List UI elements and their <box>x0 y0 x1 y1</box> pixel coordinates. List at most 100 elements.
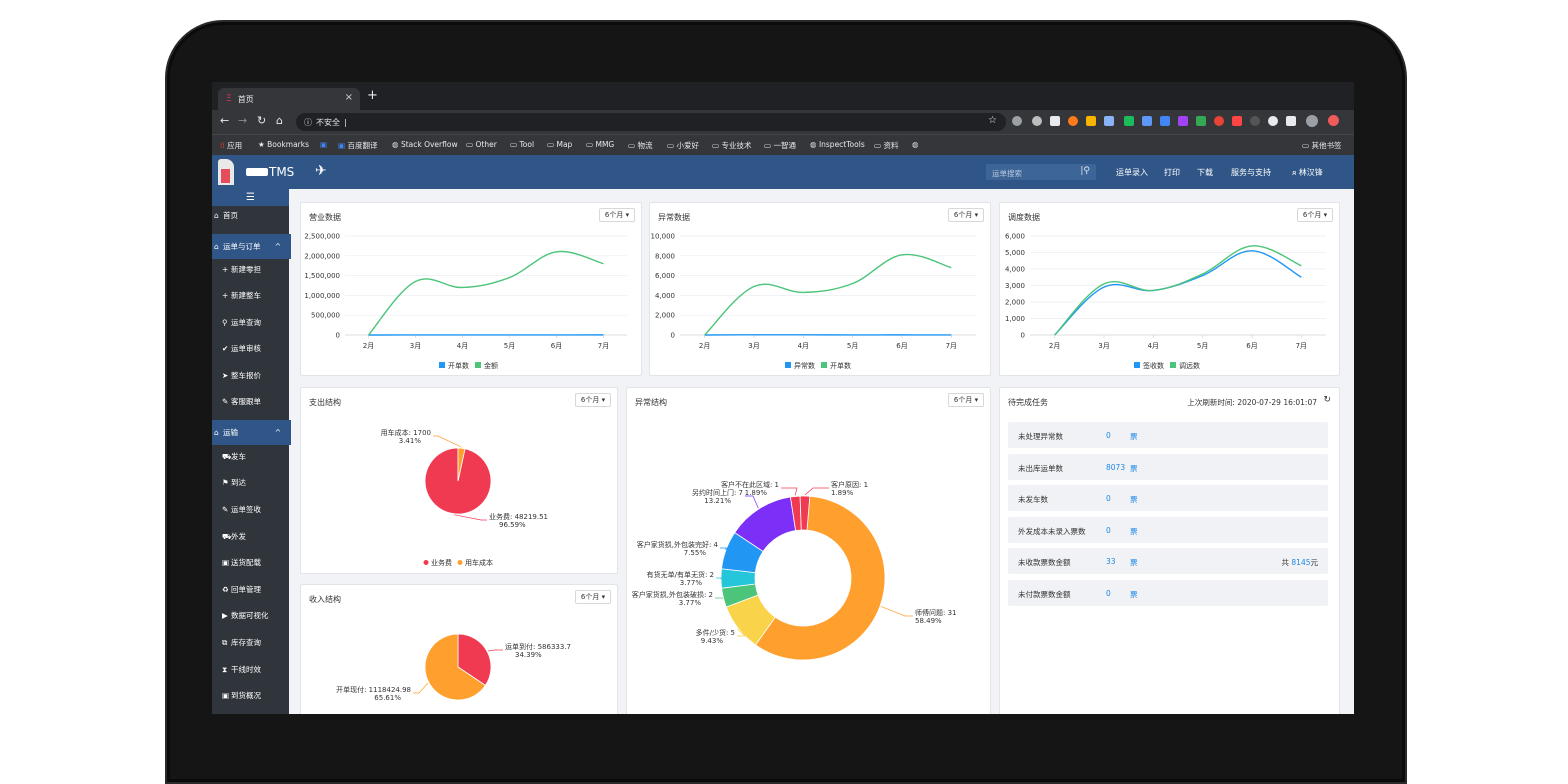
home-icon[interactable]: ⌂ <box>276 114 283 127</box>
extension-icon[interactable] <box>1232 116 1242 126</box>
extension-icon[interactable] <box>1032 116 1042 126</box>
extension-icon[interactable] <box>1050 116 1060 126</box>
bookmark-apps[interactable]: ⁞⁞ 应用 <box>220 140 242 151</box>
bookmark-folder[interactable]: ▭ 小爱好 <box>667 140 699 151</box>
bookmark-folder-other[interactable]: ▭ 其他书签 <box>1302 140 1341 151</box>
send-icon[interactable]: ✈ <box>315 163 327 179</box>
tab-close-icon[interactable]: × <box>345 92 353 103</box>
search-icon[interactable]: |⚲ <box>1080 166 1090 176</box>
user-menu[interactable]: ᴙ 林汉锋 <box>1292 167 1323 178</box>
extension-icon[interactable] <box>1250 116 1260 126</box>
bookmark-folder[interactable]: ▭ Other <box>466 140 497 149</box>
task-value[interactable]: 0 <box>1106 526 1111 535</box>
bookmark-item[interactable]: ◍ InspectTools <box>810 140 865 149</box>
key-icon[interactable] <box>1286 116 1296 126</box>
bookmark-item[interactable]: ▣ 百度翻译 <box>338 140 377 151</box>
extensions-puzzle-icon[interactable] <box>1268 116 1278 126</box>
series-line <box>1055 246 1302 335</box>
sidebar-item[interactable]: ✎客服跟单 <box>212 393 299 411</box>
avatar[interactable] <box>1306 115 1318 127</box>
menu-service-support[interactable]: 服务与支持 <box>1231 167 1271 178</box>
bookmark-item[interactable]: ◍ Stack Overflow <box>392 140 458 149</box>
extension-icon[interactable] <box>1328 115 1339 126</box>
sidebar-item[interactable]: ⧗干线时效 <box>212 661 299 679</box>
sidebar-item[interactable]: ⛟外发 <box>212 528 299 546</box>
slice-label: 客户原因: 1 <box>831 480 868 489</box>
bookmark-folder[interactable]: ▭ 一智通 <box>764 140 796 151</box>
sidebar-item[interactable]: ✔运单审核 <box>212 340 299 358</box>
sidebar-item[interactable]: ⌂运单与订单^ <box>212 234 291 259</box>
sidebar-item[interactable]: ⌂运输^ <box>212 420 291 445</box>
refresh-label: 上次刷新时间: <box>1187 398 1235 407</box>
bookmark-item[interactable]: ▣ <box>320 140 327 149</box>
slice-percent: 34.39% <box>515 651 542 659</box>
sidebar-item[interactable]: ▣送货配载 <box>212 554 299 572</box>
bookmark-folder[interactable]: ▭ Tool <box>510 140 534 149</box>
sidebar-item[interactable]: ✎运单签收 <box>212 501 299 519</box>
refresh-icon[interactable]: ↻ <box>1323 395 1331 405</box>
url-bar[interactable]: ⓘ 不安全 | <box>296 113 1006 131</box>
forward-icon[interactable]: → <box>238 114 247 127</box>
legend-label: 用车成本 <box>465 558 493 567</box>
search-input[interactable]: 运单搜索 |⚲ <box>986 164 1096 180</box>
menu-waybill-entry[interactable]: 运单录入 <box>1116 167 1148 178</box>
task-value[interactable]: 33 <box>1106 557 1116 566</box>
sidebar-item[interactable]: ▣到货概况 <box>212 687 299 705</box>
extension-icon[interactable] <box>1214 116 1224 126</box>
extension-icon[interactable] <box>1124 116 1134 126</box>
slice-label: 运单到付: 586333.7 <box>505 642 571 651</box>
extension-code-icon[interactable] <box>1104 116 1114 126</box>
legend-label: 业务费 <box>431 558 452 567</box>
bookmark-folder[interactable]: ▭ Map <box>547 140 572 149</box>
task-value[interactable]: 0 <box>1106 589 1111 598</box>
chevron-up-icon[interactable]: ^ <box>275 234 281 259</box>
extension-icon[interactable] <box>1142 116 1152 126</box>
sidebar-item[interactable]: ➤整车报价 <box>212 367 299 385</box>
sidebar-item[interactable]: ⚲运单查询 <box>212 314 299 332</box>
extension-icon[interactable] <box>1086 116 1096 126</box>
bookmark-item[interactable]: ◍ <box>912 140 919 149</box>
sidebar-item[interactable]: +新建整车 <box>212 287 299 305</box>
sidebar-collapse-icon[interactable]: ☰ <box>212 189 289 206</box>
bookmark-folder[interactable]: ▭ 资料 <box>874 140 898 151</box>
bookmark-star-icon[interactable]: ☆ <box>988 115 997 126</box>
task-value[interactable]: 0 <box>1106 494 1111 503</box>
menu-download[interactable]: 下载 <box>1197 167 1213 178</box>
info-icon: ⓘ <box>304 117 312 128</box>
extension-icon[interactable] <box>1068 116 1078 126</box>
new-tab-button[interactable]: + <box>367 88 378 103</box>
sidebar-item[interactable]: ⛟发车 <box>212 448 299 466</box>
sidebar-item[interactable]: ▶数据可视化 <box>212 607 299 625</box>
sidebar-item[interactable]: ⌂首页 <box>212 207 291 225</box>
extension-new-icon[interactable] <box>1160 116 1170 126</box>
y-tick-label: 2,000 <box>655 312 675 320</box>
bookmark-item[interactable]: ★ Bookmarks <box>258 140 309 149</box>
bookmark-folder[interactable]: ▭ MMG <box>586 140 614 149</box>
extension-icon[interactable] <box>1178 116 1188 126</box>
home-icon: ⌂ <box>214 207 223 225</box>
chevron-up-icon[interactable]: ^ <box>275 420 281 445</box>
reload-icon[interactable]: ↻ <box>257 114 266 127</box>
back-icon[interactable]: ← <box>220 114 229 127</box>
x-tick-label: 3月 <box>748 342 759 350</box>
user-icon: ᴙ <box>1292 169 1296 177</box>
browser-tab[interactable]: Ξ 首页 × <box>218 88 360 110</box>
sidebar-item[interactable]: ⧉库存查询 <box>212 634 299 652</box>
sidebar-item[interactable]: ⚑到达 <box>212 474 299 492</box>
extension-shield-icon[interactable] <box>1012 116 1022 126</box>
menu-print[interactable]: 打印 <box>1164 167 1180 178</box>
extension-icon[interactable] <box>1196 116 1206 126</box>
bookmark-folder[interactable]: ▭ 专业技术 <box>712 140 751 151</box>
bookmark-folder[interactable]: ▭ 物流 <box>628 140 652 151</box>
task-value[interactable]: 8073 <box>1106 463 1125 472</box>
sidebar-item[interactable]: ♻回单管理 <box>212 581 299 599</box>
sidebar-item[interactable]: +新建零担 <box>212 261 299 279</box>
sidebar-item-label: 运单与订单 <box>223 242 261 251</box>
task-value[interactable]: 0 <box>1106 431 1111 440</box>
